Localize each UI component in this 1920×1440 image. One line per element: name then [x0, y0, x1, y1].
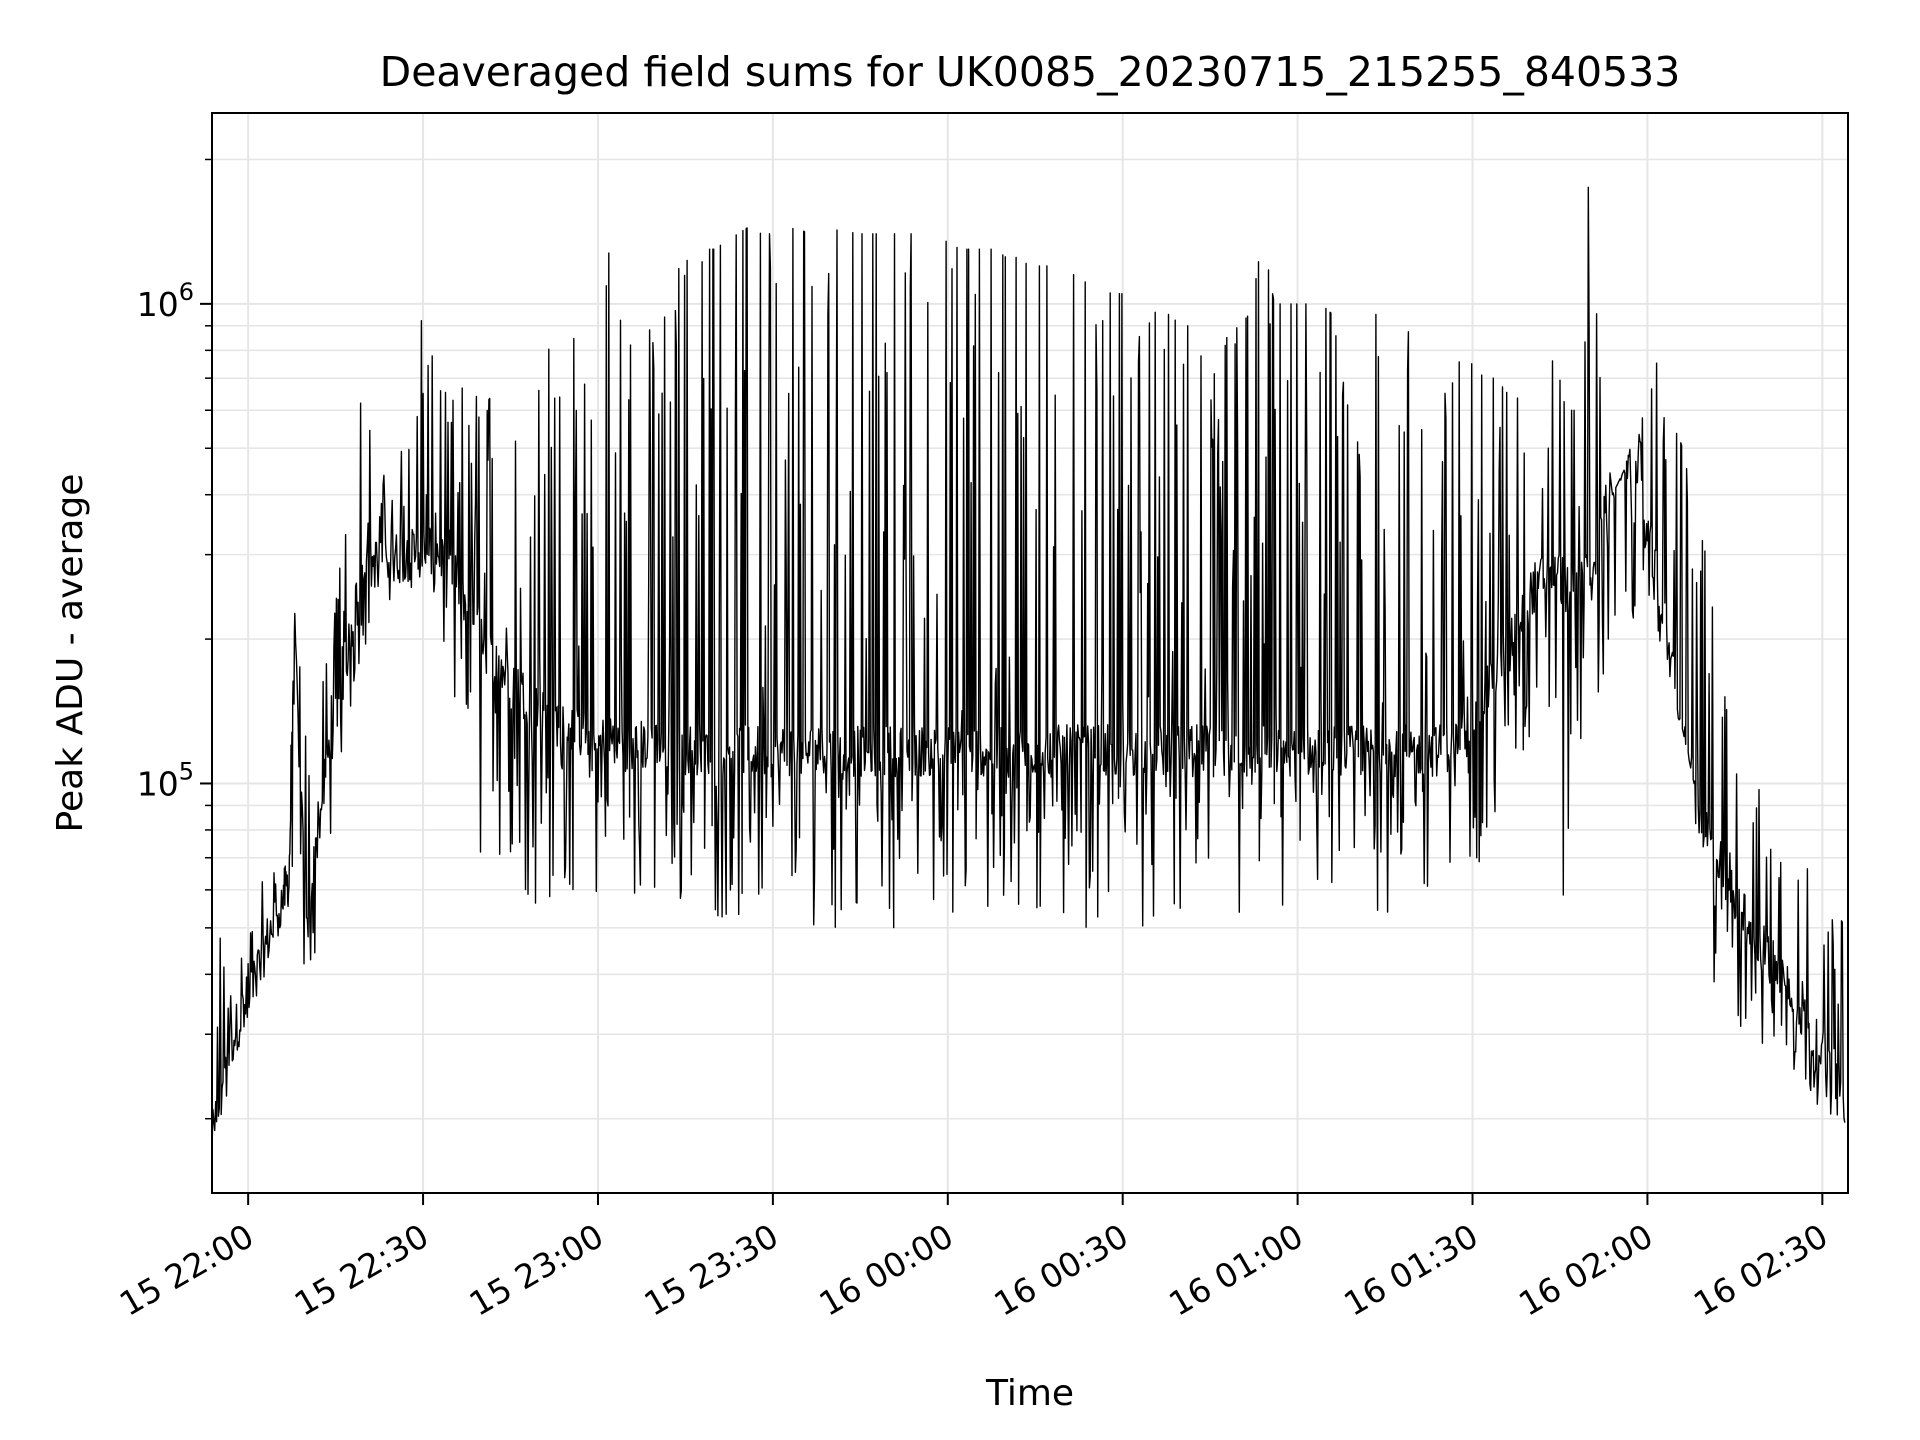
plot-frame: [211, 112, 1849, 1194]
chart-title: Deaveraged field sums for UK0085_2023071…: [380, 48, 1681, 96]
y-tick-label: 106: [137, 278, 194, 324]
x-axis-label: Time: [985, 1373, 1074, 1414]
y-tick-label: 105: [137, 757, 194, 803]
y-axis-label: Peak ADU - average: [50, 474, 91, 833]
series-line: [212, 186, 1846, 1151]
